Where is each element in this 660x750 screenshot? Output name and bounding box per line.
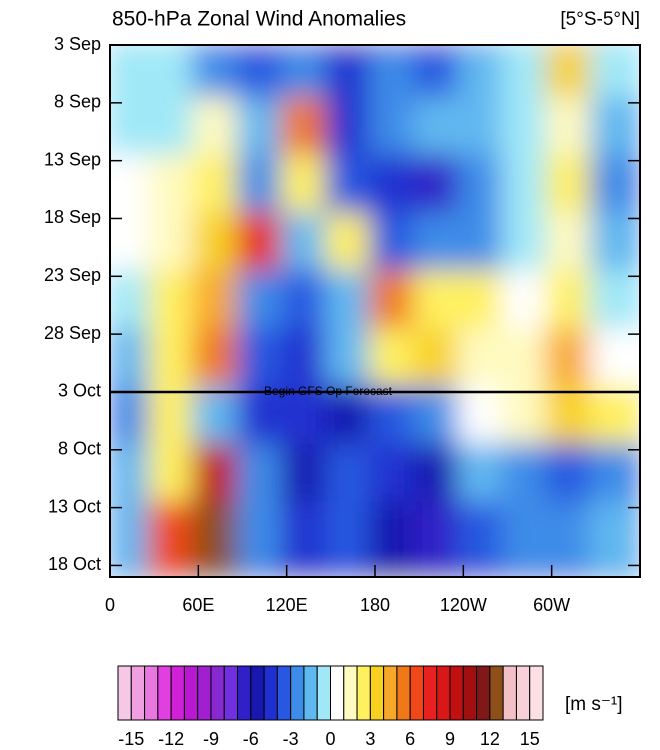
colorbar-box (290, 665, 305, 721)
colorbar-box (489, 665, 504, 721)
colorbar-box (130, 665, 146, 721)
colorbar-tick-label: -15 (118, 729, 144, 749)
colorbar-tick-label: -9 (203, 729, 219, 749)
colorbar-box (263, 665, 278, 721)
colorbar-tick-label: 15 (520, 729, 540, 749)
colorbar-tick-label: -12 (158, 729, 184, 749)
x-tick-label: 120E (266, 595, 308, 615)
y-tick-label: 28 Sep (44, 323, 101, 343)
field (110, 45, 640, 577)
annotation: Begin GFS Op Forecast (264, 384, 393, 398)
chart-subtitle: [5°S-5°N] (560, 9, 640, 30)
y-tick-label: 13 Sep (44, 149, 101, 169)
colorbar-box (529, 665, 544, 721)
colorbar-box (383, 665, 398, 721)
y-tick-label: 18 Oct (48, 554, 101, 574)
field-layer (110, 45, 640, 577)
y-tick-label: 23 Sep (44, 265, 101, 285)
colorbar-label: [m s⁻¹] (565, 694, 623, 715)
colorbar-box (436, 665, 451, 721)
chart-title: 850-hPa Zonal Wind Anomalies (112, 8, 406, 31)
colorbar-box (515, 665, 531, 721)
colorbar-box (476, 665, 491, 721)
colorbar-box (157, 665, 172, 721)
colorbar-box (422, 665, 438, 721)
colorbar-box (183, 665, 199, 721)
colorbar-box (210, 665, 225, 721)
colorbar-tick-label: -3 (283, 729, 299, 749)
colorbar-box (223, 665, 239, 721)
y-tick-label: 3 Sep (54, 34, 101, 54)
colorbar-box (409, 665, 424, 721)
colorbar-box (356, 665, 371, 721)
plot-frame (109, 44, 641, 578)
colorbar-tick-label: 0 (325, 729, 335, 749)
colorbar-tick-label: 12 (480, 729, 500, 749)
colorbar-box (449, 665, 464, 721)
colorbar-tick-label: 9 (445, 729, 455, 749)
y-tick-label: 3 Oct (58, 381, 101, 401)
colorbar-box (396, 665, 411, 721)
axes: 3 Sep 8 Sep 13 Sep 18 Sep 23 Sep 28 Sep 3 Oct 8… (44, 34, 640, 615)
colorbar-box (144, 665, 159, 721)
colorbar-box (117, 665, 132, 721)
colorbar-box (343, 665, 358, 721)
colorbar-box (197, 665, 212, 721)
colorbar-box (502, 665, 517, 721)
y-tick-label: 13 Oct (48, 496, 101, 516)
colorbar-box (369, 665, 385, 721)
colorbar-tick-label: -6 (243, 729, 259, 749)
colorbar-box (316, 665, 331, 721)
colorbar-box (276, 665, 292, 721)
y-tick-label: 18 Sep (44, 207, 101, 227)
x-tick-label: 60E (182, 595, 214, 615)
x-tick-label: 60W (533, 595, 570, 615)
x-tick-label: 0 (105, 595, 115, 615)
y-tick-label: 8 Sep (54, 92, 101, 112)
colorbar-box (330, 665, 345, 721)
cell (589, 501, 640, 577)
colorbar-box (462, 665, 478, 721)
colorbar-tick-label: 3 (365, 729, 375, 749)
colorbar-box (303, 665, 318, 721)
colorbar-box (170, 665, 185, 721)
x-tick-label: 120W (440, 595, 487, 615)
y-tick-label: 8 Oct (58, 439, 101, 459)
colorbar-box (237, 665, 252, 721)
colorbar-box (250, 665, 265, 721)
x-tick-label: 180 (360, 595, 390, 615)
colorbar-tick-label: 6 (405, 729, 415, 749)
